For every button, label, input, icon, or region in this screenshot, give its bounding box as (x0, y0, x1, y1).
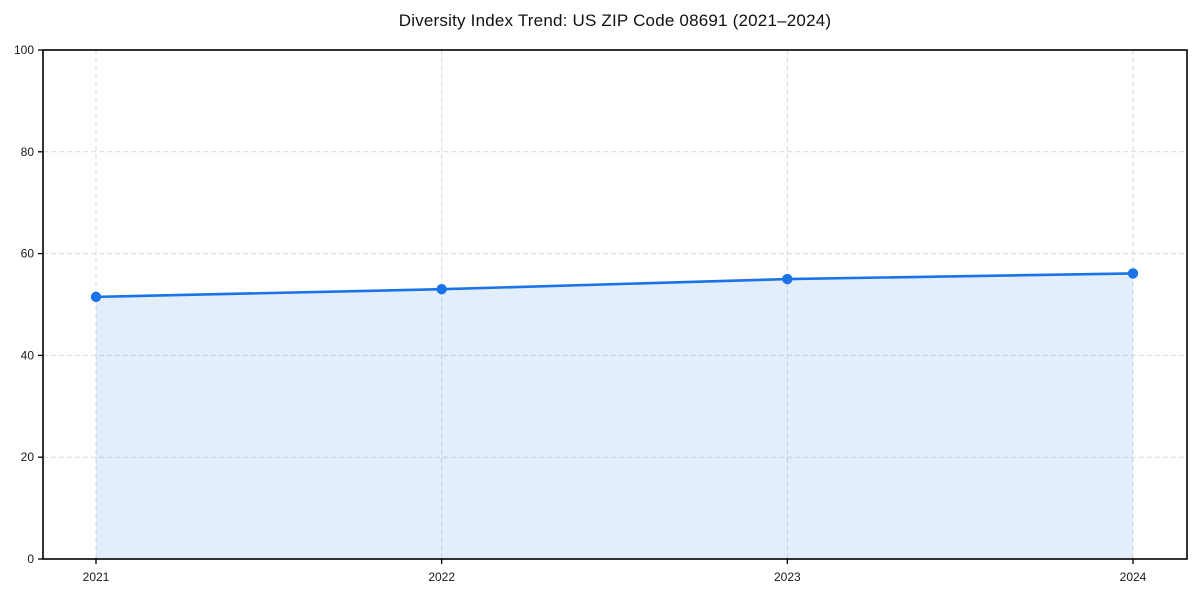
x-tick-label: 2021 (83, 570, 110, 584)
x-tick-label: 2024 (1120, 570, 1147, 584)
data-point-marker (90, 291, 102, 303)
data-point-marker (1127, 268, 1139, 279)
data-point-marker (782, 273, 793, 285)
chart-title: Diversity Index Trend: US ZIP Code 08691… (398, 11, 832, 30)
area-fill (96, 273, 1133, 559)
y-tick-label: 60 (21, 247, 35, 261)
plot-frame (42, 49, 1188, 560)
data-point-marker (436, 284, 447, 295)
series-line (94, 272, 1135, 299)
y-tick-label: 80 (21, 145, 35, 159)
y-tick-label: 20 (21, 450, 35, 464)
y-tick-label: 40 (21, 348, 35, 362)
y-tick-label: 100 (14, 43, 34, 57)
x-tick-label: 2022 (428, 570, 455, 584)
y-tick-label: 0 (27, 552, 34, 566)
x-tick-label: 2023 (774, 570, 801, 584)
